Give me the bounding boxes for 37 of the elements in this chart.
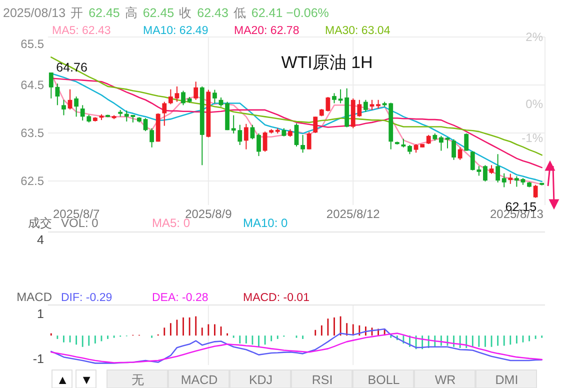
y-tick-label: 1	[37, 306, 44, 321]
text: ▲	[56, 373, 69, 387]
text: 高	[124, 5, 138, 20]
text: 4	[37, 233, 44, 247]
text: 低	[233, 6, 246, 20]
text: MA10: 0	[243, 216, 288, 230]
chart-title: MACD	[16, 290, 52, 304]
x-tick-label: 2025/8/12	[326, 207, 380, 221]
text: MA5: 62.43	[52, 25, 111, 37]
text: 62.43	[197, 6, 228, 20]
text: WR	[434, 373, 456, 387]
text: 62.45	[88, 6, 120, 20]
text: KDJ	[248, 373, 273, 387]
text: 62.45	[142, 6, 174, 20]
text: WTI原油 1H	[281, 53, 373, 72]
text: 开	[70, 6, 84, 20]
text: MACD: -0.01	[243, 292, 310, 304]
y-tick-label: 62.5	[20, 174, 44, 188]
text: 收	[179, 6, 192, 20]
text: DIF: -0.29	[61, 292, 112, 304]
text: DMI	[495, 373, 518, 387]
text: 2025/08/13	[3, 6, 66, 20]
text: MA10: 62.49	[143, 25, 208, 37]
y-tick-label: 64.5	[20, 78, 44, 92]
text: MA20: 62.78	[234, 25, 300, 37]
text: BOLL	[368, 373, 400, 387]
text: MACD	[180, 373, 218, 387]
text: DEA: -0.28	[152, 292, 208, 304]
text: 成交	[28, 216, 52, 230]
text: ▼	[80, 373, 93, 387]
y-tick-label: 65.5	[20, 37, 44, 51]
text: RSI	[312, 373, 333, 387]
text: 62.41 −0.06%	[251, 6, 329, 20]
y-tick-label: -1	[32, 352, 44, 366]
text: 无	[131, 373, 144, 387]
y-tick-label: 63.5	[20, 126, 44, 140]
text: MA30: 63.04	[325, 25, 391, 37]
